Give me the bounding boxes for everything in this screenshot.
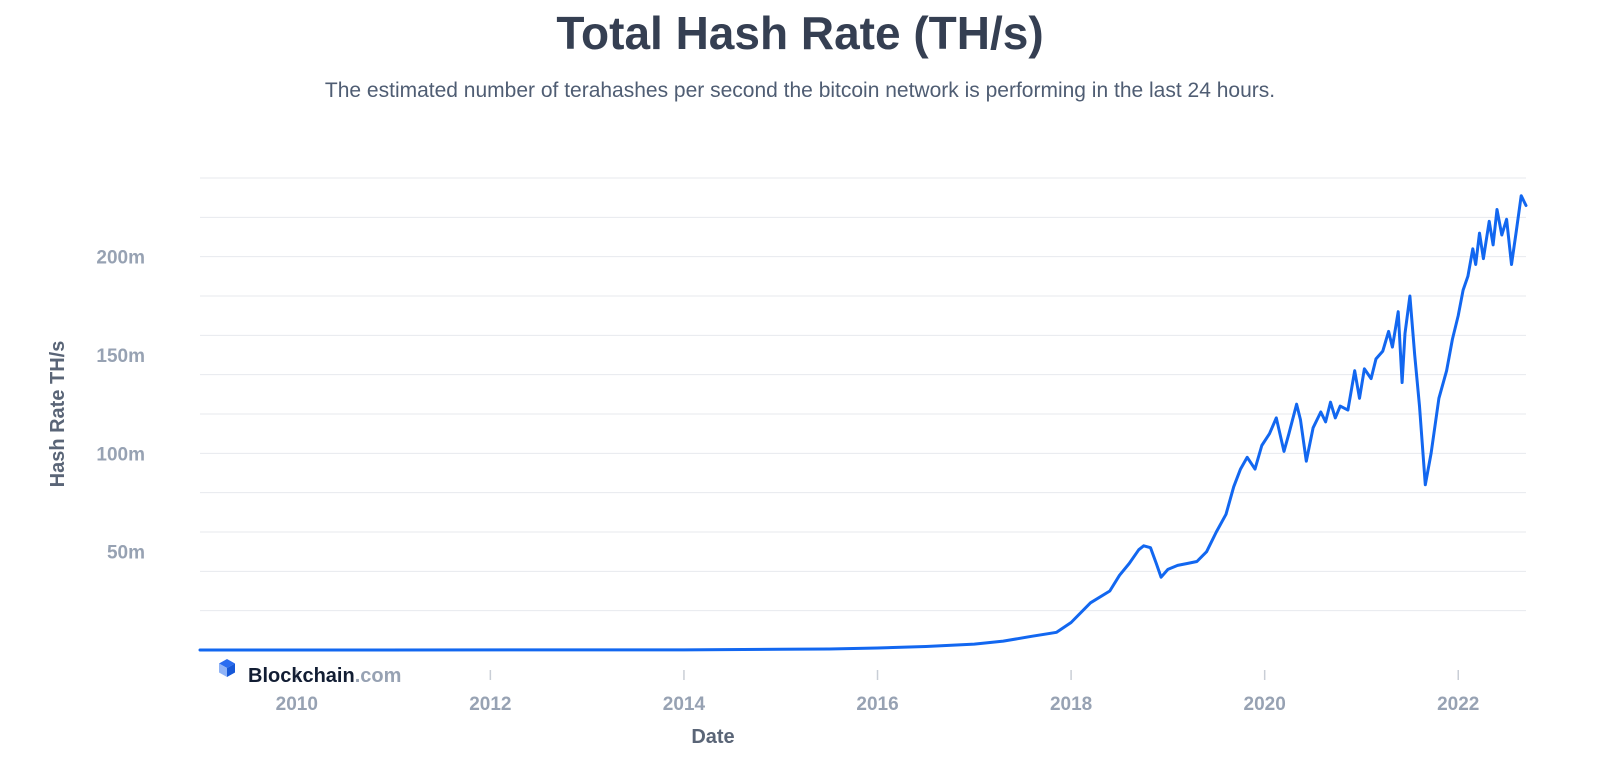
brand-logo: Blockchain.com xyxy=(219,659,401,687)
y-tick-label: 100m xyxy=(96,444,145,465)
x-tick-label: 2020 xyxy=(1244,694,1286,715)
y-axis-ticks: 50m 100m 150m 200m xyxy=(96,248,145,564)
y-tick-label: 50m xyxy=(107,543,145,564)
x-tick-label: 2022 xyxy=(1437,694,1479,715)
series-line-hash-rate xyxy=(198,194,1528,652)
grid xyxy=(200,177,1526,612)
blockchain-cube-icon xyxy=(219,659,235,677)
brand-name: Blockchain.com xyxy=(248,665,401,687)
x-axis-label: Date xyxy=(691,726,734,748)
x-axis-ticks: 2010 2012 2014 2016 2018 2020 2022 xyxy=(276,670,1479,715)
chart-title: Total Hash Rate (TH/s) xyxy=(556,7,1044,59)
chart-subtitle: The estimated number of terahashes per s… xyxy=(324,79,1276,102)
y-tick-label: 200m xyxy=(96,248,145,269)
x-tick-label: 2010 xyxy=(276,694,318,715)
y-tick-label: 150m xyxy=(96,346,145,367)
x-tick-label: 2016 xyxy=(856,694,898,715)
x-tick-label: 2014 xyxy=(663,694,706,715)
x-tick-label: 2018 xyxy=(1050,694,1092,715)
y-axis-label: Hash Rate TH/s xyxy=(47,341,69,488)
x-tick-label: 2012 xyxy=(469,694,511,715)
